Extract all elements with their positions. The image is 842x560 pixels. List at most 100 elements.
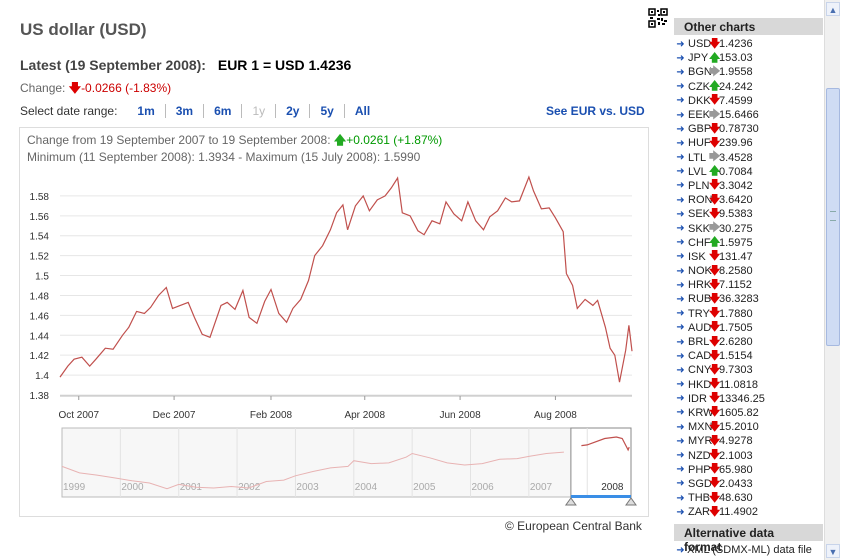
arrow-down-icon: 🡇 (709, 420, 721, 433)
arrow-right-icon: ➜ (676, 435, 685, 447)
vertical-scrollbar[interactable]: ▲ ▼ (824, 0, 840, 560)
currency-item-krw[interactable]: ➜ KRW 🡇 1605.82 (674, 406, 823, 420)
currency-rate: 1605.82 (719, 406, 759, 419)
currency-rate: 3.4528 (719, 151, 753, 164)
currency-code: CZK (688, 80, 710, 93)
currency-item-bgn[interactable]: ➜ BGN 🡆 1.9558 (674, 65, 823, 79)
range-option-1m[interactable]: 1m (127, 104, 166, 118)
xml-data-link[interactable]: ➜ XML (SDMX-ML) data file (674, 543, 812, 557)
currency-rate: 15.6466 (719, 109, 759, 122)
currency-code: EEK (688, 109, 711, 122)
arrow-down-icon: 🡇 (68, 81, 82, 95)
currency-code: HRK (688, 279, 712, 292)
currency-item-mxn[interactable]: ➜ MXN 🡇 15.2010 (674, 420, 823, 434)
currency-rate: 30.275 (719, 222, 753, 235)
qr-code-icon[interactable] (648, 8, 668, 28)
currency-item-huf[interactable]: ➜ HUF 🡇 239.96 (674, 136, 823, 150)
arrow-right-icon: ➜ (676, 237, 685, 249)
currency-item-zar[interactable]: ➜ ZAR 🡇 11.4902 (674, 505, 823, 519)
range-option-all[interactable]: All (354, 104, 371, 118)
arrow-right-icon: ➜ (676, 421, 685, 433)
arrow-right-icon: ➜ (676, 194, 685, 206)
currency-rate: 3.6420 (719, 194, 753, 207)
arrow-down-icon: 🡇 (709, 136, 721, 149)
currency-item-chf[interactable]: ➜ CHF 🡅 1.5975 (674, 236, 823, 250)
see-eur-vs-usd-link[interactable]: See EUR vs. USD (546, 104, 645, 118)
arrow-right-icon: ➜ (676, 293, 685, 305)
grip-icon (830, 211, 836, 221)
arrow-down-icon: 🡇 (709, 307, 721, 320)
arrow-down-icon: 🡇 (709, 250, 721, 263)
currency-item-nzd[interactable]: ➜ NZD 🡇 2.1003 (674, 448, 823, 462)
range-option-5y[interactable]: 5y (310, 104, 345, 118)
currency-item-hkd[interactable]: ➜ HKD 🡇 11.0818 (674, 378, 823, 392)
chart-change-line: Change from 19 September 2007 to 19 Sept… (27, 131, 442, 152)
currency-item-gbp[interactable]: ➜ GBP 🡇 0.78730 (674, 122, 823, 136)
currency-rate: 2.0433 (719, 477, 753, 490)
range-option-1y: 1y (242, 104, 277, 118)
arrow-down-icon: 🡇 (709, 321, 721, 334)
scroll-down-button[interactable]: ▼ (826, 544, 840, 558)
scroll-up-button[interactable]: ▲ (826, 2, 840, 16)
currency-item-sek[interactable]: ➜ SEK 🡇 9.5383 (674, 207, 823, 221)
currency-code: KRW (688, 406, 714, 419)
arrow-right-icon: ➜ (676, 52, 685, 64)
arrow-flat-icon: 🡆 (709, 151, 721, 164)
source-credit: © European Central Bank (505, 519, 642, 533)
arrow-flat-icon: 🡆 (709, 108, 721, 121)
arrow-up-icon: 🡅 (709, 80, 721, 93)
currency-item-jpy[interactable]: ➜ JPY 🡅 153.03 (674, 51, 823, 65)
currency-item-sgd[interactable]: ➜ SGD 🡇 2.0433 (674, 477, 823, 491)
currency-item-cny[interactable]: ➜ CNY 🡇 9.7303 (674, 363, 823, 377)
arrow-right-icon: ➜ (676, 364, 685, 376)
range-option-2y[interactable]: 2y (276, 104, 311, 118)
currency-item-ron[interactable]: ➜ RON 🡇 3.6420 (674, 193, 823, 207)
currency-item-aud[interactable]: ➜ AUD 🡇 1.7505 (674, 321, 823, 335)
currency-item-skk[interactable]: ➜ SKK 🡆 30.275 (674, 221, 823, 235)
currency-code: HUF (688, 137, 711, 150)
currency-item-isk[interactable]: ➜ ISK 🡇 131.47 (674, 250, 823, 264)
currency-item-pln[interactable]: ➜ PLN 🡇 3.3042 (674, 179, 823, 193)
currency-item-try[interactable]: ➜ TRY 🡇 1.7880 (674, 307, 823, 321)
arrow-right-icon: ➜ (676, 208, 685, 220)
currency-item-rub[interactable]: ➜ RUB 🡇 36.3283 (674, 292, 823, 306)
currency-item-dkk[interactable]: ➜ DKK 🡇 7.4599 (674, 94, 823, 108)
arrow-right-icon: ➜ (676, 38, 685, 50)
chart-change-label: Change from 19 September 2007 to 19 Sept… (27, 133, 331, 147)
change-value: -0.0266 (-1.83%) (81, 81, 172, 95)
chart-change-value: +0.0261 (+1.87%) (346, 133, 443, 147)
currency-code: JPY (688, 52, 709, 65)
currency-item-hrk[interactable]: ➜ HRK 🡇 7.1152 (674, 278, 823, 292)
currency-item-eek[interactable]: ➜ EEK 🡆 15.6466 (674, 108, 823, 122)
currency-item-idr[interactable]: ➜ IDR 🡇 13346.25 (674, 392, 823, 406)
currency-item-php[interactable]: ➜ PHP 🡇 65.980 (674, 463, 823, 477)
range-option-3m[interactable]: 3m (166, 104, 205, 118)
currency-rate: 2.6280 (719, 336, 753, 349)
currency-code: TRY (688, 307, 710, 320)
currency-rate: 3.3042 (719, 179, 753, 192)
currency-item-ltl[interactable]: ➜ LTL 🡆 3.4528 (674, 151, 823, 165)
currency-code: SGD (688, 477, 712, 490)
currency-rate: 7.4599 (719, 94, 753, 107)
currency-item-nok[interactable]: ➜ NOK 🡇 8.2580 (674, 264, 823, 278)
arrow-right-icon: ➜ (676, 336, 685, 348)
range-option-6m[interactable]: 6m (204, 104, 243, 118)
currency-item-czk[interactable]: ➜ CZK 🡅 24.242 (674, 80, 823, 94)
currency-item-thb[interactable]: ➜ THB 🡇 48.630 (674, 491, 823, 505)
currency-item-brl[interactable]: ➜ BRL 🡇 2.6280 (674, 335, 823, 349)
change-line: Change: 🡇-0.0266 (-1.83%) (20, 79, 171, 100)
arrow-up-icon: 🡅 (709, 165, 721, 178)
arrow-down-icon: 🡇 (709, 378, 721, 391)
arrow-right-icon: ➜ (676, 407, 685, 419)
alt-format-heading: Alternative data format (674, 524, 823, 554)
other-charts-sidebar: Other charts ➜ USD 🡇 1.4236 ➜ JPY 🡅 153.03 ➜ BGN 🡆… (674, 18, 823, 560)
arrow-down-icon: 🡇 (709, 37, 721, 50)
currency-item-lvl[interactable]: ➜ LVL 🡅 0.7084 (674, 165, 823, 179)
currency-item-usd[interactable]: ➜ USD 🡇 1.4236 (674, 37, 823, 51)
scroll-thumb[interactable] (826, 88, 840, 346)
currency-item-cad[interactable]: ➜ CAD 🡇 1.5154 (674, 349, 823, 363)
currency-item-myr[interactable]: ➜ MYR 🡇 4.9278 (674, 434, 823, 448)
arrow-right-icon: ➜ (676, 506, 685, 518)
latest-rate-value: EUR 1 = USD 1.4236 (217, 57, 352, 73)
currency-rate: 0.78730 (719, 123, 759, 136)
